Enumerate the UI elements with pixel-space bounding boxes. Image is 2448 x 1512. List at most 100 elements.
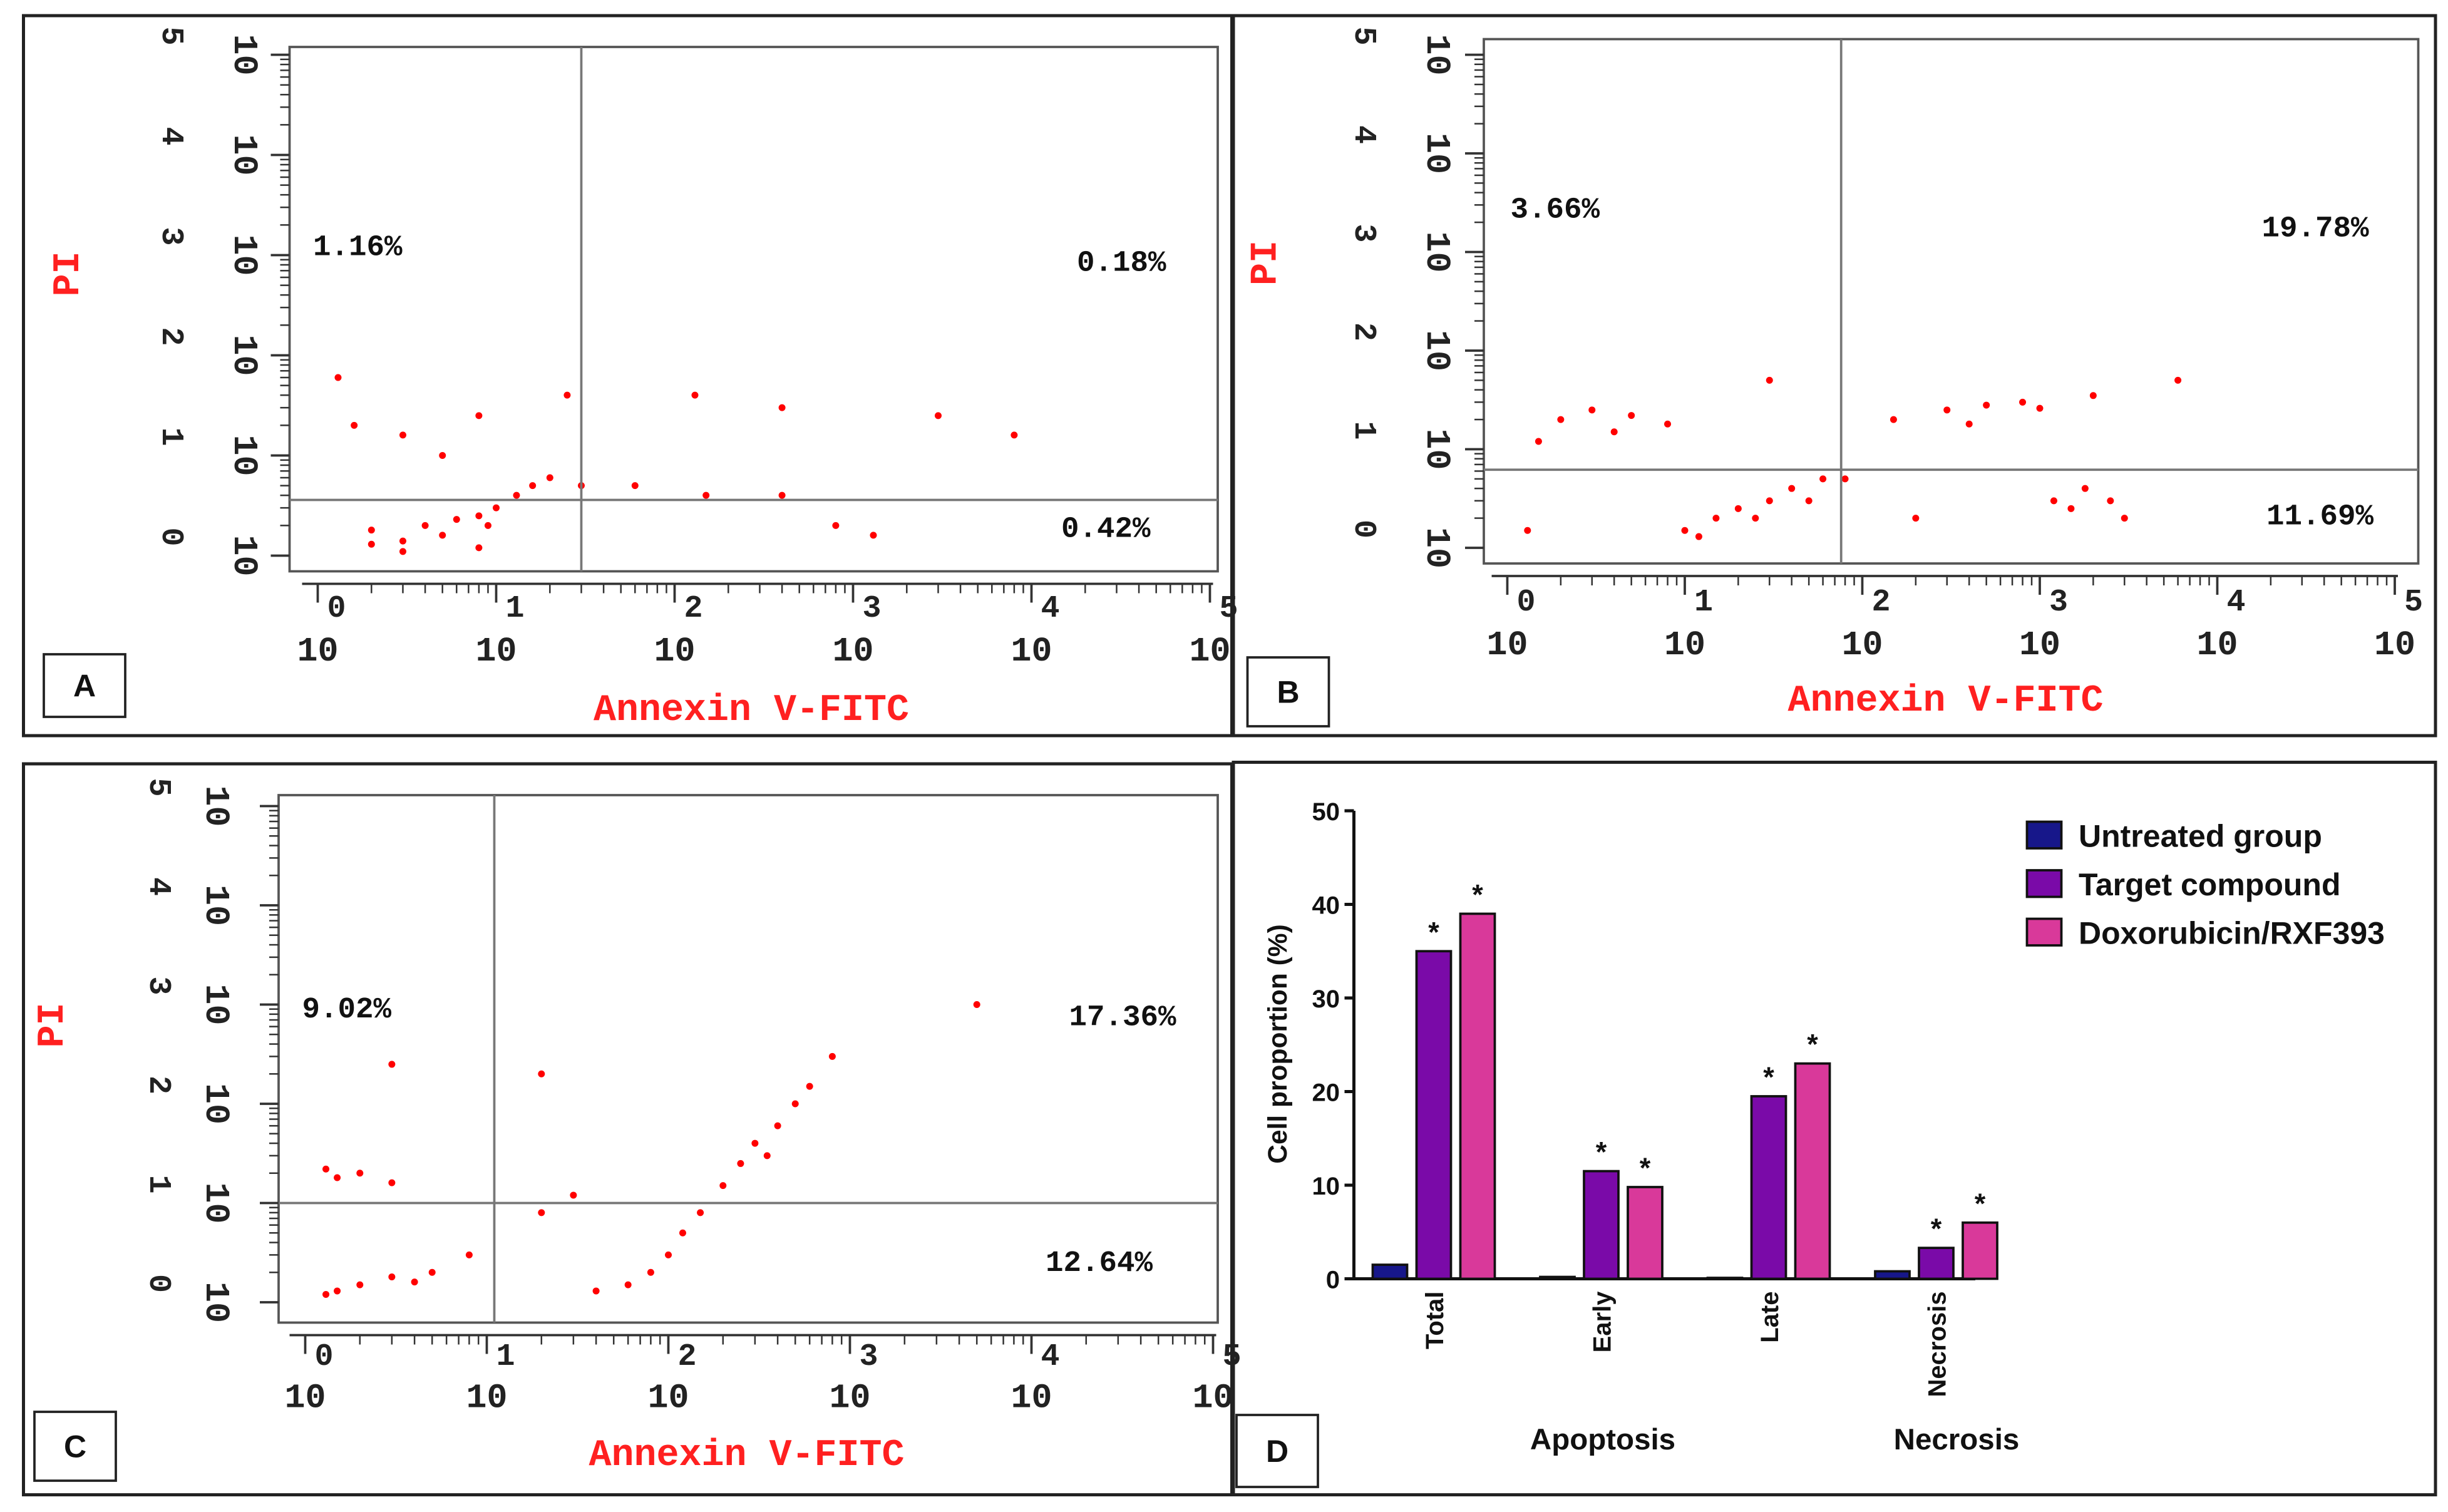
panel-letter-box <box>1235 1414 1319 1488</box>
event-dot <box>679 1229 686 1237</box>
event-dot <box>1752 515 1759 522</box>
x-tick-exponent: 0 <box>1516 585 1535 620</box>
event-dot <box>538 1070 545 1077</box>
x-tick-exponent: 4 <box>1041 1339 1059 1375</box>
event-dot <box>1805 497 1813 505</box>
x-tick-label: 10 <box>284 1379 326 1418</box>
event-dot <box>624 1281 632 1288</box>
y-tick-exponent: 2 <box>153 327 188 346</box>
panel-letter-box <box>33 1411 117 1482</box>
x-tick-label: 10 <box>1189 632 1230 671</box>
event-dot <box>2036 404 2044 412</box>
event-dot <box>428 1268 436 1276</box>
bar <box>1415 950 1453 1280</box>
significance-mark: * <box>1428 916 1439 948</box>
panel-letter: C <box>64 1429 86 1464</box>
x-tick-label: 10 <box>2196 625 2238 665</box>
event-dot <box>563 391 571 399</box>
bar <box>1583 1170 1620 1280</box>
panel-letter-box <box>1246 656 1330 728</box>
bar <box>1371 1263 1409 1280</box>
x-axis-label: Annexin V-FITC <box>594 689 909 732</box>
y-axis-label: Cell proportion (%) <box>1263 924 1293 1163</box>
event-dot <box>934 412 942 419</box>
x-tick-label: 10 <box>647 1379 689 1418</box>
y-tick-exponent: 5 <box>1345 26 1381 45</box>
event-dot <box>1890 416 1897 423</box>
y-tick-label: 10 <box>224 134 264 175</box>
y-tick-exponent: 5 <box>153 26 188 45</box>
event-dot <box>2089 392 2097 399</box>
event-dot <box>368 527 375 534</box>
x-tick-exponent: 0 <box>314 1339 333 1375</box>
x-tick-label: Necrosis <box>1924 1292 1952 1397</box>
event-dot <box>1011 431 1018 439</box>
group-label: Necrosis <box>1894 1423 2020 1456</box>
x-axis-label: Annexin V-FITC <box>1787 680 2103 723</box>
event-dot <box>529 482 537 490</box>
quadrant-label: 0.42% <box>1061 513 1151 547</box>
x-tick-exponent: 3 <box>2049 585 2068 620</box>
plot-area <box>277 794 1219 1324</box>
panel-letter-box <box>43 653 126 718</box>
event-dot <box>2019 398 2027 406</box>
event-dot <box>1819 475 1827 483</box>
y-tick-label: 10 <box>1417 34 1456 75</box>
y-tick-label: 10 <box>196 1083 235 1124</box>
event-dot <box>1943 406 1951 414</box>
significance-mark: * <box>1931 1213 1942 1245</box>
event-dot <box>411 1278 418 1286</box>
event-dot <box>1912 515 1920 522</box>
x-tick-exponent: 2 <box>677 1339 696 1375</box>
x-tick-exponent: 5 <box>1219 591 1238 627</box>
y-tick-exponent: 0 <box>1345 520 1381 538</box>
event-dot <box>2121 515 2128 522</box>
event-dot <box>774 1122 781 1129</box>
event-dot <box>421 522 429 529</box>
y-axis-label: PI <box>48 251 90 296</box>
event-dot <box>737 1160 744 1167</box>
y-tick-exponent: 3 <box>153 227 188 245</box>
x-tick-label: Total <box>1421 1292 1449 1350</box>
x-tick-exponent: 5 <box>2404 585 2423 620</box>
event-dot <box>399 548 406 555</box>
x-tick-exponent: 3 <box>859 1339 878 1375</box>
legend-label: Doxorubicin/RXF393 <box>2079 916 2385 951</box>
event-dot <box>513 491 520 499</box>
event-dot <box>791 1100 799 1108</box>
y-tick-label: 10 <box>196 785 235 826</box>
event-dot <box>973 1001 980 1008</box>
quadrant-label: 3.66% <box>1511 193 1600 227</box>
event-dot <box>322 1290 330 1298</box>
event-dot <box>1983 401 1990 409</box>
bar <box>1962 1221 1998 1280</box>
y-tick-label: 10 <box>224 334 264 376</box>
x-tick-label: Early <box>1589 1291 1617 1353</box>
event-dot <box>439 532 446 539</box>
event-dot <box>368 540 375 548</box>
y-tick-exponent: 1 <box>1345 421 1381 440</box>
y-tick-exponent: 2 <box>1345 322 1381 341</box>
bar <box>1627 1186 1664 1280</box>
x-tick-exponent: 4 <box>1041 591 1059 627</box>
x-tick-label: 10 <box>466 1379 507 1418</box>
y-tick-label: 10 <box>224 34 264 75</box>
significance-mark: * <box>1596 1136 1607 1168</box>
y-tick-exponent: 4 <box>153 126 188 145</box>
event-dot <box>1788 485 1796 492</box>
event-dot <box>778 404 786 411</box>
event-dot <box>1734 505 1742 512</box>
event-dot <box>388 1179 396 1186</box>
group-label: Apoptosis <box>1530 1423 1675 1456</box>
event-dot <box>1766 497 1773 505</box>
x-tick-label: Late <box>1756 1292 1784 1343</box>
y-tick-exponent: 2 <box>140 1076 176 1094</box>
event-dot <box>719 1182 727 1190</box>
y-tick-exponent: 0 <box>140 1274 176 1293</box>
y-tick-label: 30 <box>1312 985 1340 1013</box>
event-dot <box>751 1139 759 1147</box>
event-dot <box>1965 420 1973 428</box>
event-dot <box>870 532 877 539</box>
